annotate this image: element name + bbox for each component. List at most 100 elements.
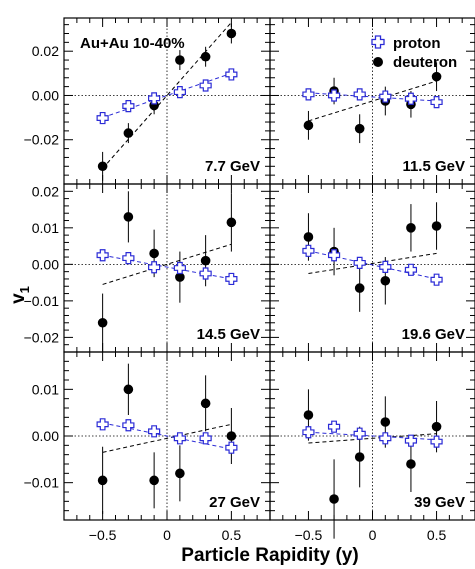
proton-point	[353, 256, 366, 269]
energy-label: 39 GeV	[414, 494, 465, 511]
proton-point	[302, 88, 315, 101]
deuteron-point	[200, 398, 211, 409]
proton-point	[96, 418, 109, 431]
deuteron-point	[149, 475, 159, 486]
deuteron-point	[406, 223, 416, 233]
panel-6: −0.5 0 0.5 39 GeV	[269, 351, 475, 543]
deuteron-point	[354, 123, 365, 134]
y-axis-title-sub: 1	[17, 286, 32, 293]
system-label: Au+Au 10-40%	[80, 35, 185, 52]
y-tick-label: −0.02	[24, 132, 60, 148]
legend-deuteron-marker	[373, 57, 383, 67]
deuteron-fit-line	[102, 22, 232, 169]
x-tick-label: −0.5	[295, 527, 323, 543]
x-tick-label: 0.5	[427, 527, 447, 543]
deuteron-point	[329, 494, 339, 504]
deuteron-point	[175, 272, 185, 282]
deuteron-point	[97, 161, 108, 172]
panel-1: −0.02 0.00 0.02 7.7 GeV	[24, 17, 271, 185]
proton-point	[353, 427, 366, 440]
proton-point	[302, 426, 315, 439]
deuteron-point	[303, 120, 314, 131]
deuteron-fit-line	[102, 243, 232, 285]
proton-point	[96, 111, 109, 125]
panel-4: 19.6 GeV	[269, 183, 475, 353]
proton-point	[199, 432, 212, 445]
proton-point	[148, 92, 161, 105]
deuteron-point	[431, 71, 442, 82]
proton-point	[430, 96, 443, 109]
proton-point	[404, 92, 418, 105]
energy-label: 14.5 GeV	[197, 326, 260, 343]
proton-point	[122, 252, 135, 265]
deuteron-point	[303, 232, 314, 242]
proton-point	[404, 263, 418, 276]
deuteron-point	[175, 55, 185, 65]
energy-label: 11.5 GeV	[402, 158, 465, 175]
deuteron-point	[226, 431, 237, 441]
proton-point	[430, 273, 443, 286]
y-axis-title: v1	[8, 286, 32, 304]
deuteron-fit-line	[308, 80, 437, 122]
x-tick-label: 0.5	[222, 527, 242, 543]
deuteron-point	[354, 452, 365, 462]
y-tick-label: 0.01	[32, 381, 59, 397]
proton-point	[353, 88, 366, 101]
deuteron-point	[123, 384, 134, 395]
proton-point	[199, 79, 212, 92]
proton-point	[199, 267, 212, 280]
proton-point	[173, 86, 186, 99]
deuteron-point	[431, 221, 442, 231]
proton-point	[122, 99, 135, 113]
proton-point	[122, 419, 135, 432]
deuteron-point	[97, 475, 108, 486]
proton-point	[327, 249, 341, 262]
proton-point	[327, 420, 341, 433]
x-tick-label: 0	[163, 527, 171, 543]
deuteron-point	[123, 212, 134, 222]
y-tick-label: 0.01	[32, 220, 59, 236]
legend-proton-label: proton	[393, 35, 440, 52]
y-tick-label: 0.00	[32, 428, 59, 444]
proton-point	[225, 68, 238, 81]
panel-3: −0.02 −0.01 0.00 0.01 0.02 14.5 GeV	[24, 183, 271, 353]
deuteron-point	[175, 468, 185, 479]
legend-deuteron-label: deuteron	[393, 54, 457, 71]
deuteron-point	[354, 283, 365, 293]
proton-point	[302, 244, 315, 257]
deuteron-point	[226, 217, 237, 228]
deuteron-point	[303, 410, 314, 420]
proton-point	[379, 260, 392, 274]
deuteron-point	[380, 275, 391, 286]
energy-label: 7.7 GeV	[205, 158, 260, 175]
x-axis-title: Particle Rapidity (y)	[181, 545, 358, 566]
deuteron-point	[380, 417, 391, 427]
proton-point	[225, 441, 238, 454]
proton-point	[379, 90, 392, 103]
deuteron-fit-line	[308, 252, 437, 274]
y-tick-label: 0.00	[32, 87, 59, 103]
deuteron-point	[431, 421, 442, 432]
x-tick-label: −0.5	[89, 527, 117, 543]
deuteron-fit-line	[102, 423, 232, 453]
y-tick-label: 0.00	[32, 256, 59, 272]
y-tick-label: −0.01	[24, 293, 60, 309]
legend: proton deuteron	[371, 35, 457, 71]
energy-label: 27 GeV	[209, 494, 260, 511]
proton-point	[404, 434, 418, 447]
proton-point	[173, 261, 186, 275]
deuteron-point	[226, 28, 237, 39]
proton-point	[430, 435, 443, 448]
y-tick-label: 0.02	[32, 43, 59, 59]
deuteron-point	[97, 317, 108, 328]
x-tick-label: 0	[369, 527, 377, 543]
proton-point	[225, 272, 238, 286]
proton-fit-line	[102, 72, 232, 119]
energy-label: 19.6 GeV	[402, 326, 465, 343]
deuteron-point	[406, 459, 416, 469]
proton-point	[96, 249, 109, 262]
proton-point	[379, 432, 392, 445]
proton-point	[148, 261, 161, 274]
proton-point	[173, 432, 186, 445]
